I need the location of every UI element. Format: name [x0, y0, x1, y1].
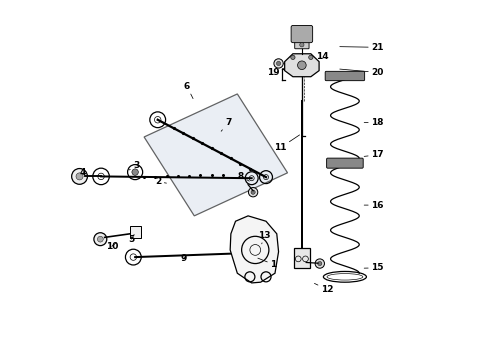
- Circle shape: [94, 233, 106, 246]
- Text: 2: 2: [155, 177, 166, 186]
- Polygon shape: [230, 216, 278, 283]
- FancyBboxPatch shape: [290, 26, 312, 42]
- Text: 1: 1: [257, 258, 276, 269]
- Circle shape: [314, 259, 324, 268]
- Text: 21: 21: [339, 43, 383, 52]
- Text: 9: 9: [180, 255, 186, 264]
- Circle shape: [264, 238, 274, 247]
- Circle shape: [72, 168, 87, 184]
- Text: 16: 16: [364, 201, 383, 210]
- Text: 20: 20: [339, 68, 383, 77]
- Circle shape: [250, 190, 255, 194]
- Text: 13: 13: [258, 231, 270, 244]
- Text: 10: 10: [105, 242, 118, 251]
- Circle shape: [273, 59, 283, 68]
- Circle shape: [133, 230, 137, 234]
- Text: 8: 8: [237, 172, 249, 181]
- Text: 5: 5: [128, 234, 134, 244]
- Circle shape: [97, 236, 103, 242]
- Circle shape: [276, 61, 280, 66]
- Text: 7: 7: [221, 118, 231, 131]
- Polygon shape: [144, 94, 287, 216]
- Text: 4: 4: [80, 168, 86, 177]
- Text: 18: 18: [364, 118, 383, 127]
- FancyBboxPatch shape: [130, 226, 141, 238]
- Circle shape: [297, 61, 305, 69]
- Circle shape: [248, 188, 257, 197]
- Circle shape: [298, 37, 305, 44]
- FancyBboxPatch shape: [293, 248, 309, 268]
- Circle shape: [132, 169, 138, 175]
- Circle shape: [317, 261, 321, 266]
- Circle shape: [299, 42, 304, 47]
- FancyBboxPatch shape: [325, 71, 364, 81]
- Text: 12: 12: [314, 283, 332, 294]
- FancyBboxPatch shape: [294, 41, 308, 49]
- Text: 14: 14: [311, 52, 328, 61]
- FancyBboxPatch shape: [326, 158, 363, 168]
- Text: 17: 17: [364, 150, 383, 159]
- Circle shape: [300, 39, 303, 42]
- Circle shape: [267, 240, 271, 245]
- Circle shape: [290, 55, 294, 59]
- Text: 6: 6: [183, 82, 193, 99]
- Text: 11: 11: [274, 135, 299, 152]
- Text: 19: 19: [266, 67, 286, 77]
- Circle shape: [76, 173, 83, 180]
- Text: 3: 3: [129, 161, 139, 170]
- Text: 15: 15: [364, 264, 383, 273]
- Circle shape: [308, 55, 312, 59]
- Polygon shape: [284, 54, 319, 77]
